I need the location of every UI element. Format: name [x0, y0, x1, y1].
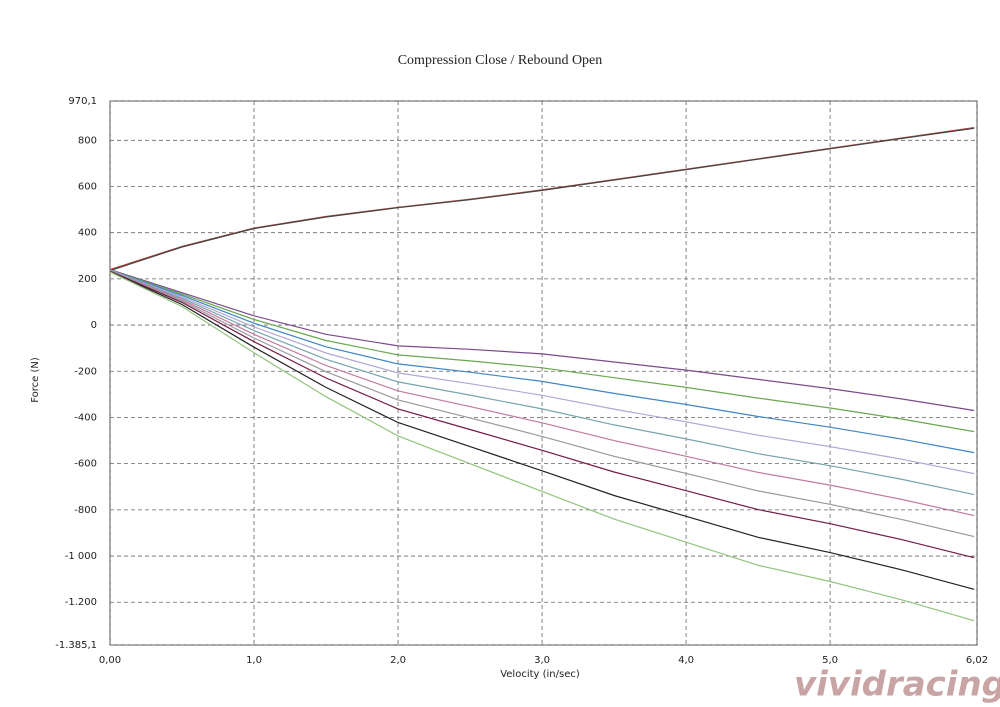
watermark: vividracing — [794, 665, 1000, 705]
series-line — [109, 270, 975, 517]
y-tick-label: 200 — [78, 274, 97, 285]
series-line — [109, 269, 975, 475]
series-line — [109, 270, 975, 590]
y-tick-label: 0 — [91, 320, 97, 331]
x-axis-label: Velocity (in/sec) — [500, 669, 580, 680]
y-tick-label: 800 — [78, 135, 97, 146]
series-line — [109, 270, 975, 496]
x-tick-label: 5,0 — [822, 655, 838, 666]
x-tick-label: 0,00 — [99, 655, 121, 666]
series-line — [109, 271, 975, 622]
y-tick-label: -200 — [74, 366, 97, 377]
x-tick-label: 4,0 — [678, 655, 694, 666]
y-tick-label: -1.385,1 — [55, 640, 97, 651]
y-tick-label: -600 — [74, 459, 97, 470]
y-tick-label: -1 000 — [65, 551, 97, 562]
y-tick-label: -400 — [74, 412, 97, 423]
series-line — [109, 127, 975, 272]
y-tick-label: 400 — [78, 228, 97, 239]
y-tick-label: -800 — [74, 505, 97, 516]
plot-frame — [109, 100, 978, 646]
chart-title: Compression Close / Rebound Open — [398, 53, 603, 68]
y-tick-label: 600 — [78, 181, 97, 192]
series-line — [109, 269, 975, 412]
x-tick-label: 6,02 — [966, 655, 988, 666]
y-axis-label: Force (N) — [30, 357, 41, 403]
y-tick-label: 970,1 — [68, 96, 97, 107]
series-line — [109, 269, 975, 433]
series-line — [109, 270, 975, 538]
series-line — [109, 270, 975, 559]
x-tick-label: 1,0 — [246, 655, 262, 666]
x-tick-label: 3,0 — [534, 655, 550, 666]
x-tick-label: 2,0 — [390, 655, 406, 666]
y-tick-label: -1.200 — [65, 597, 97, 608]
series-line — [109, 269, 975, 454]
